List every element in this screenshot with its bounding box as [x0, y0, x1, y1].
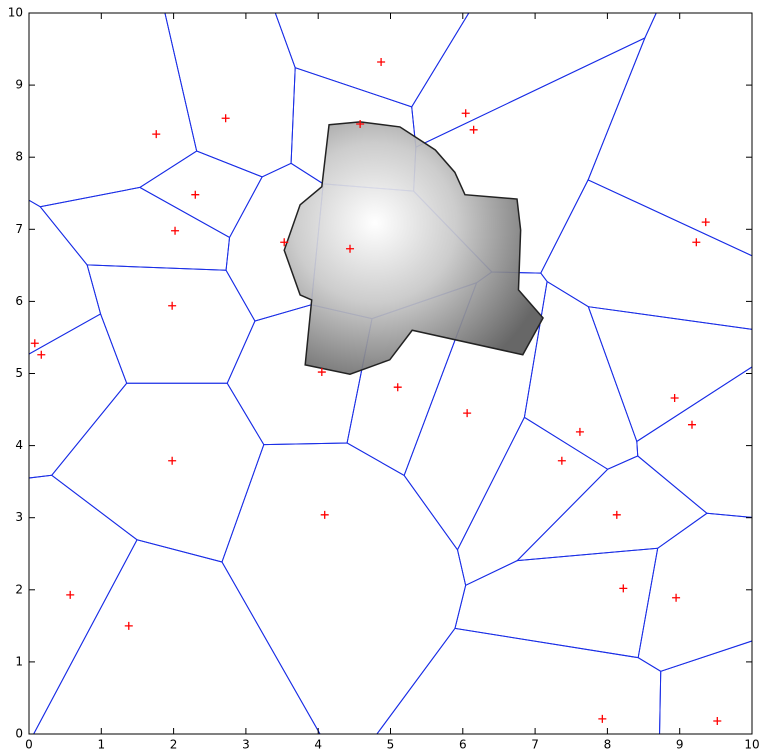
y-tick-label: 9	[15, 78, 23, 92]
x-tick-label: 1	[97, 738, 105, 752]
x-tick-label: 10	[744, 738, 759, 752]
y-tick-label: 4	[15, 438, 23, 452]
chart: 0 1 2 3 4 5 6 7 8 9 10 0 1 2 3 4 5 6 7 8 9 10	[0, 0, 767, 754]
y-tick-label: 5	[15, 366, 23, 380]
y-tick-label: 2	[15, 582, 23, 596]
x-tick-label: 0	[25, 738, 33, 752]
y-tick-label: 10	[8, 6, 23, 20]
x-tick-label: 8	[604, 738, 612, 752]
y-tick-label: 8	[15, 150, 23, 164]
y-tick-label: 3	[15, 510, 23, 524]
y-tick-label: 1	[15, 654, 23, 668]
x-tick-label: 4	[314, 738, 322, 752]
x-tick-label: 2	[170, 738, 178, 752]
x-tick-label: 6	[459, 738, 467, 752]
x-tick-label: 7	[531, 738, 539, 752]
y-tick-label: 7	[15, 222, 23, 236]
y-tick-label: 0	[15, 727, 23, 741]
x-tick-label: 9	[676, 738, 684, 752]
x-tick-label: 3	[242, 738, 250, 752]
x-tick-label: 5	[387, 738, 395, 752]
y-tick-label: 6	[15, 294, 23, 308]
